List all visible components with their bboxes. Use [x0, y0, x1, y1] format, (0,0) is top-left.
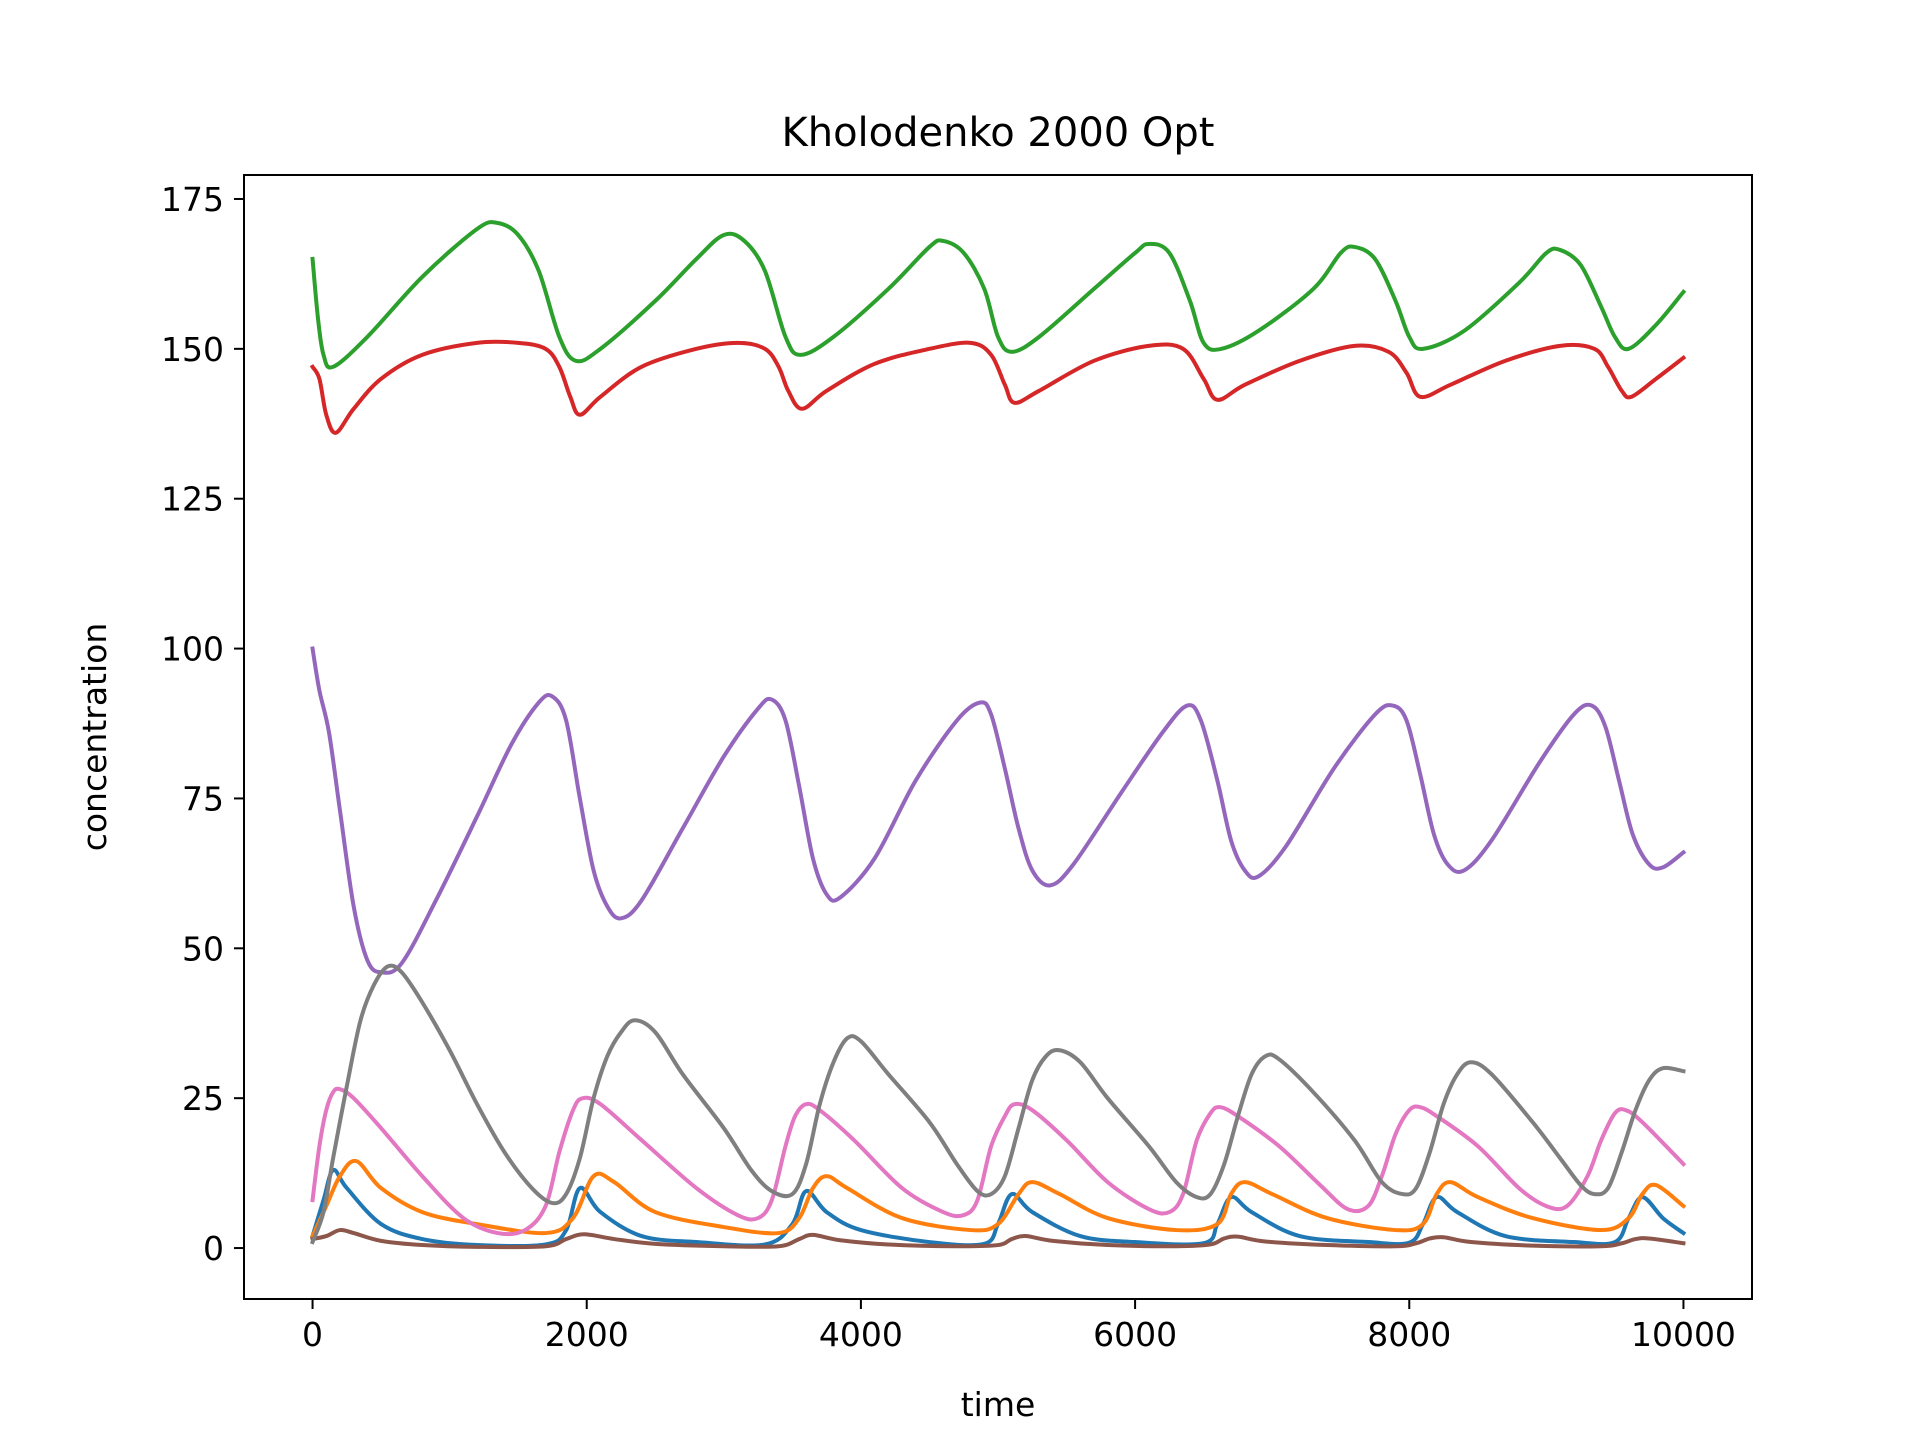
chart-title: Kholodenko 2000 Opt: [782, 110, 1215, 156]
y-tick-label: 50: [182, 929, 224, 968]
y-tick-label: 125: [161, 480, 224, 519]
series-line-4: [309, 339, 1687, 435]
x-tick-label: 0: [302, 1315, 323, 1354]
series-line-5: [310, 646, 1687, 975]
x-tick-label: 8000: [1367, 1315, 1451, 1354]
series-layer: [309, 220, 1687, 1250]
y-tick-label: 175: [161, 180, 224, 219]
x-axis-title: time: [961, 1385, 1036, 1424]
series-line-6: [310, 1227, 1686, 1250]
x-tick-label: 4000: [819, 1315, 903, 1354]
x-tick-label: 2000: [545, 1315, 629, 1354]
series-line-8: [309, 963, 1686, 1245]
plot-frame: [243, 174, 1753, 1300]
y-axis-title: concentration: [75, 623, 114, 852]
series-line-7: [310, 1086, 1687, 1237]
y-tick-label: 25: [182, 1079, 224, 1118]
y-tick-label: 150: [161, 330, 224, 369]
x-tick-label: 6000: [1093, 1315, 1177, 1354]
series-line-3: [310, 220, 1687, 370]
x-tick-label: 10000: [1631, 1315, 1736, 1354]
y-axis: 0 25 50 75 100 125 150 175: [161, 180, 244, 1268]
y-tick-label: 100: [161, 630, 224, 669]
x-axis: 0 2000 4000 6000 8000 10000: [302, 1299, 1736, 1354]
y-tick-label: 0: [203, 1229, 224, 1268]
y-tick-label: 75: [182, 779, 224, 818]
series-line-2: [309, 1158, 1687, 1239]
